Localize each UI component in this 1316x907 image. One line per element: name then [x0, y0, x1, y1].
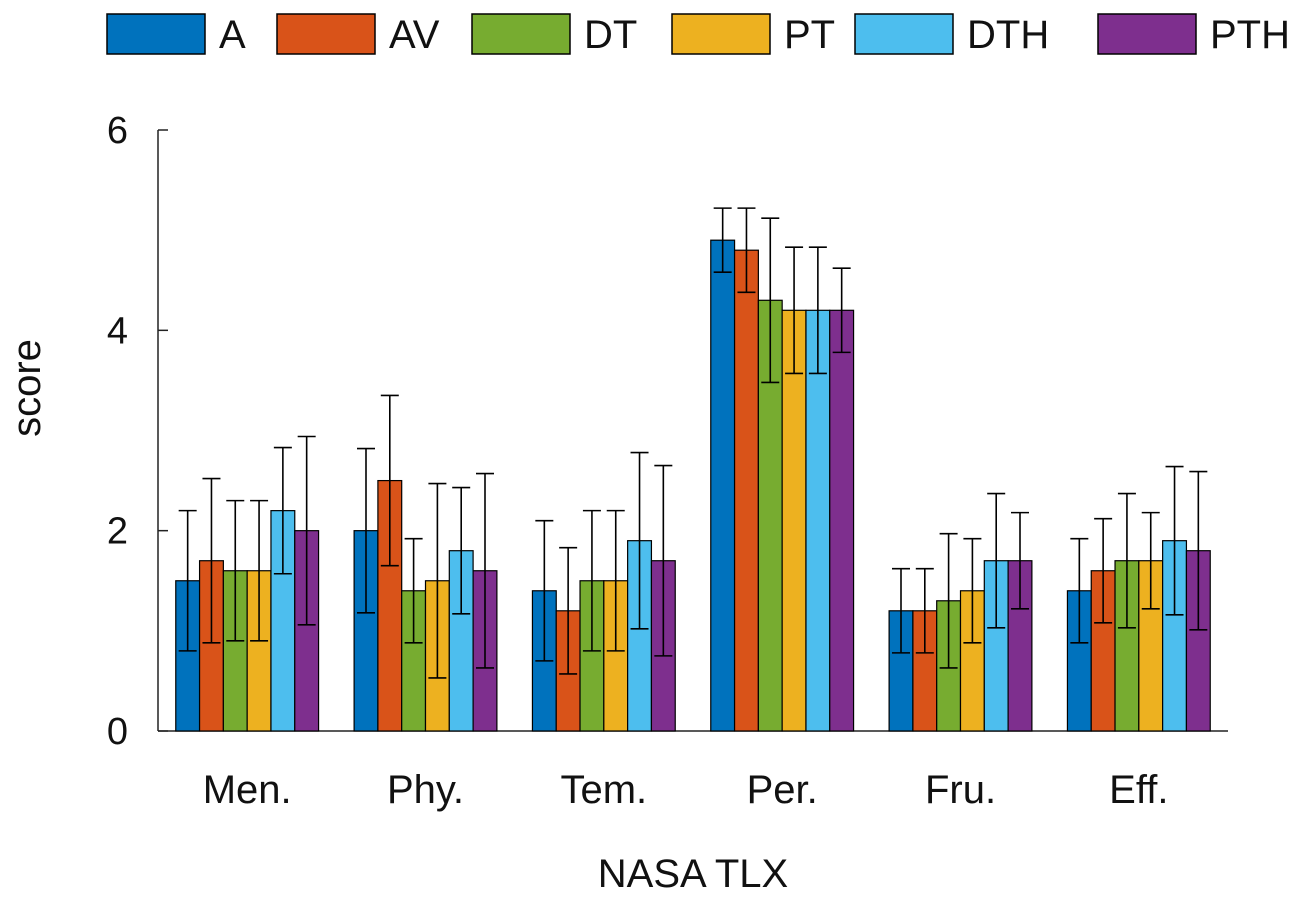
legend-swatch-dt	[471, 13, 571, 55]
y-tick-label: 2	[107, 511, 128, 553]
y-axis-label: score	[5, 339, 49, 437]
legend-swatch-dth	[854, 13, 954, 55]
x-tick-label: Fru.	[925, 768, 996, 812]
legend-label-a: A	[219, 13, 246, 57]
x-tick-label: Eff.	[1109, 768, 1168, 812]
legend-label-av: AV	[389, 13, 440, 57]
x-axis-label: NASA TLX	[598, 852, 788, 896]
legend-label-pt: PT	[784, 13, 835, 57]
legend: A AV DT PT DTH PTH	[106, 13, 1290, 57]
x-tick-label: Tem.	[560, 768, 647, 812]
legend-label-pth: PTH	[1210, 13, 1290, 57]
y-tick-label: 0	[107, 711, 128, 753]
error-bars	[178, 207, 1208, 679]
x-tick-label: Men.	[203, 768, 292, 812]
bars	[175, 239, 1211, 732]
y-tick-label: 6	[107, 110, 128, 152]
legend-swatch-pth	[1097, 13, 1197, 55]
x-tick-label: Phy.	[387, 768, 464, 812]
legend-swatch-pt	[671, 13, 771, 55]
legend-swatch-a	[106, 13, 206, 55]
axes: 0 2 4 6 Men. Phy. Tem. Per. Fru. Eff.	[107, 110, 1228, 812]
y-tick-label: 4	[107, 310, 128, 352]
legend-label-dth: DTH	[967, 13, 1049, 57]
bar-pth-3	[829, 309, 855, 732]
bar-av-3	[733, 249, 759, 732]
legend-label-dt: DT	[584, 13, 637, 57]
x-tick-label: Per.	[747, 768, 818, 812]
bar-a-3	[710, 239, 736, 732]
legend-swatch-av	[276, 13, 376, 55]
